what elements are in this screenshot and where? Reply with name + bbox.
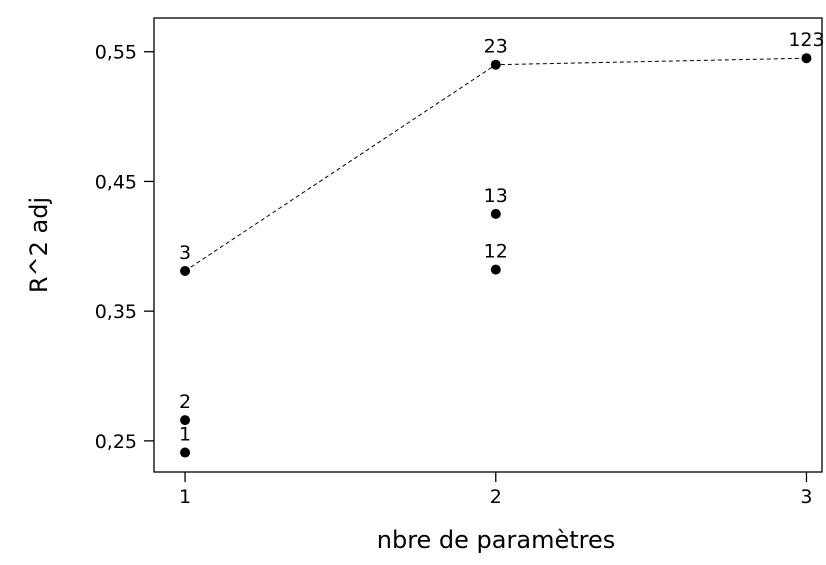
data-point-label: 13	[484, 185, 508, 207]
data-point	[180, 447, 191, 458]
x-tick-label: 3	[800, 486, 812, 508]
x-tick-label: 1	[179, 486, 191, 508]
data-point-label: 23	[484, 36, 508, 58]
plot-frame	[153, 17, 823, 473]
data-point-label: 2	[179, 391, 191, 413]
data-point-label: 3	[179, 242, 191, 264]
data-point	[490, 208, 501, 219]
data-point-label: 12	[484, 241, 508, 263]
data-point	[180, 415, 191, 426]
y-tick-label: 0,55	[95, 42, 137, 64]
best-model-dashed-line	[184, 57, 807, 272]
x-axis-title: nbre de paramètres	[377, 526, 616, 554]
x-tick-label: 2	[490, 486, 502, 508]
y-tick-label: 0,45	[95, 171, 137, 193]
y-tick-label: 0,35	[95, 301, 137, 323]
data-point	[801, 53, 812, 64]
data-point	[490, 59, 501, 70]
data-point	[490, 264, 501, 275]
data-point	[180, 265, 191, 276]
data-point-label: 1	[179, 424, 191, 446]
y-tick-label: 0,25	[95, 431, 137, 453]
data-point-label: 123	[788, 29, 824, 51]
y-axis-title: R^2 adj	[25, 197, 53, 293]
x-axis: 1 2 3	[179, 472, 813, 508]
y-axis: 0,25 0,35 0,45 0,55	[95, 42, 154, 453]
